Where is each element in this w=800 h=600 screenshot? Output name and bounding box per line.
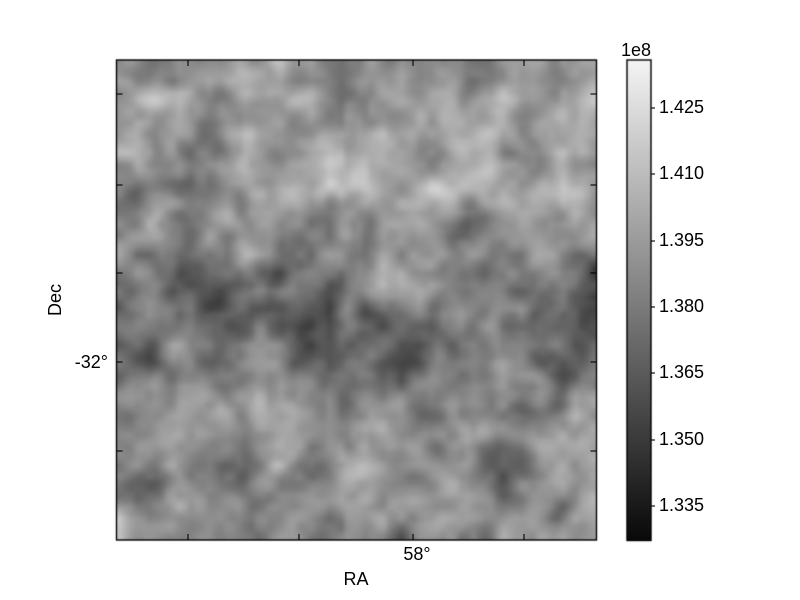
svg-text:1e8: 1e8 bbox=[621, 40, 651, 60]
svg-text:1.425: 1.425 bbox=[659, 97, 704, 117]
svg-text:1.365: 1.365 bbox=[659, 362, 704, 382]
svg-text:RA: RA bbox=[343, 569, 368, 589]
svg-text:1.410: 1.410 bbox=[659, 163, 704, 183]
svg-text:1.380: 1.380 bbox=[659, 296, 704, 316]
svg-text:Dec: Dec bbox=[45, 284, 65, 316]
svg-text:1.395: 1.395 bbox=[659, 230, 704, 250]
svg-text:58°: 58° bbox=[403, 544, 430, 564]
svg-text:1.335: 1.335 bbox=[659, 495, 704, 515]
svg-text:1.350: 1.350 bbox=[659, 429, 704, 449]
svg-text:-32°: -32° bbox=[75, 352, 108, 372]
